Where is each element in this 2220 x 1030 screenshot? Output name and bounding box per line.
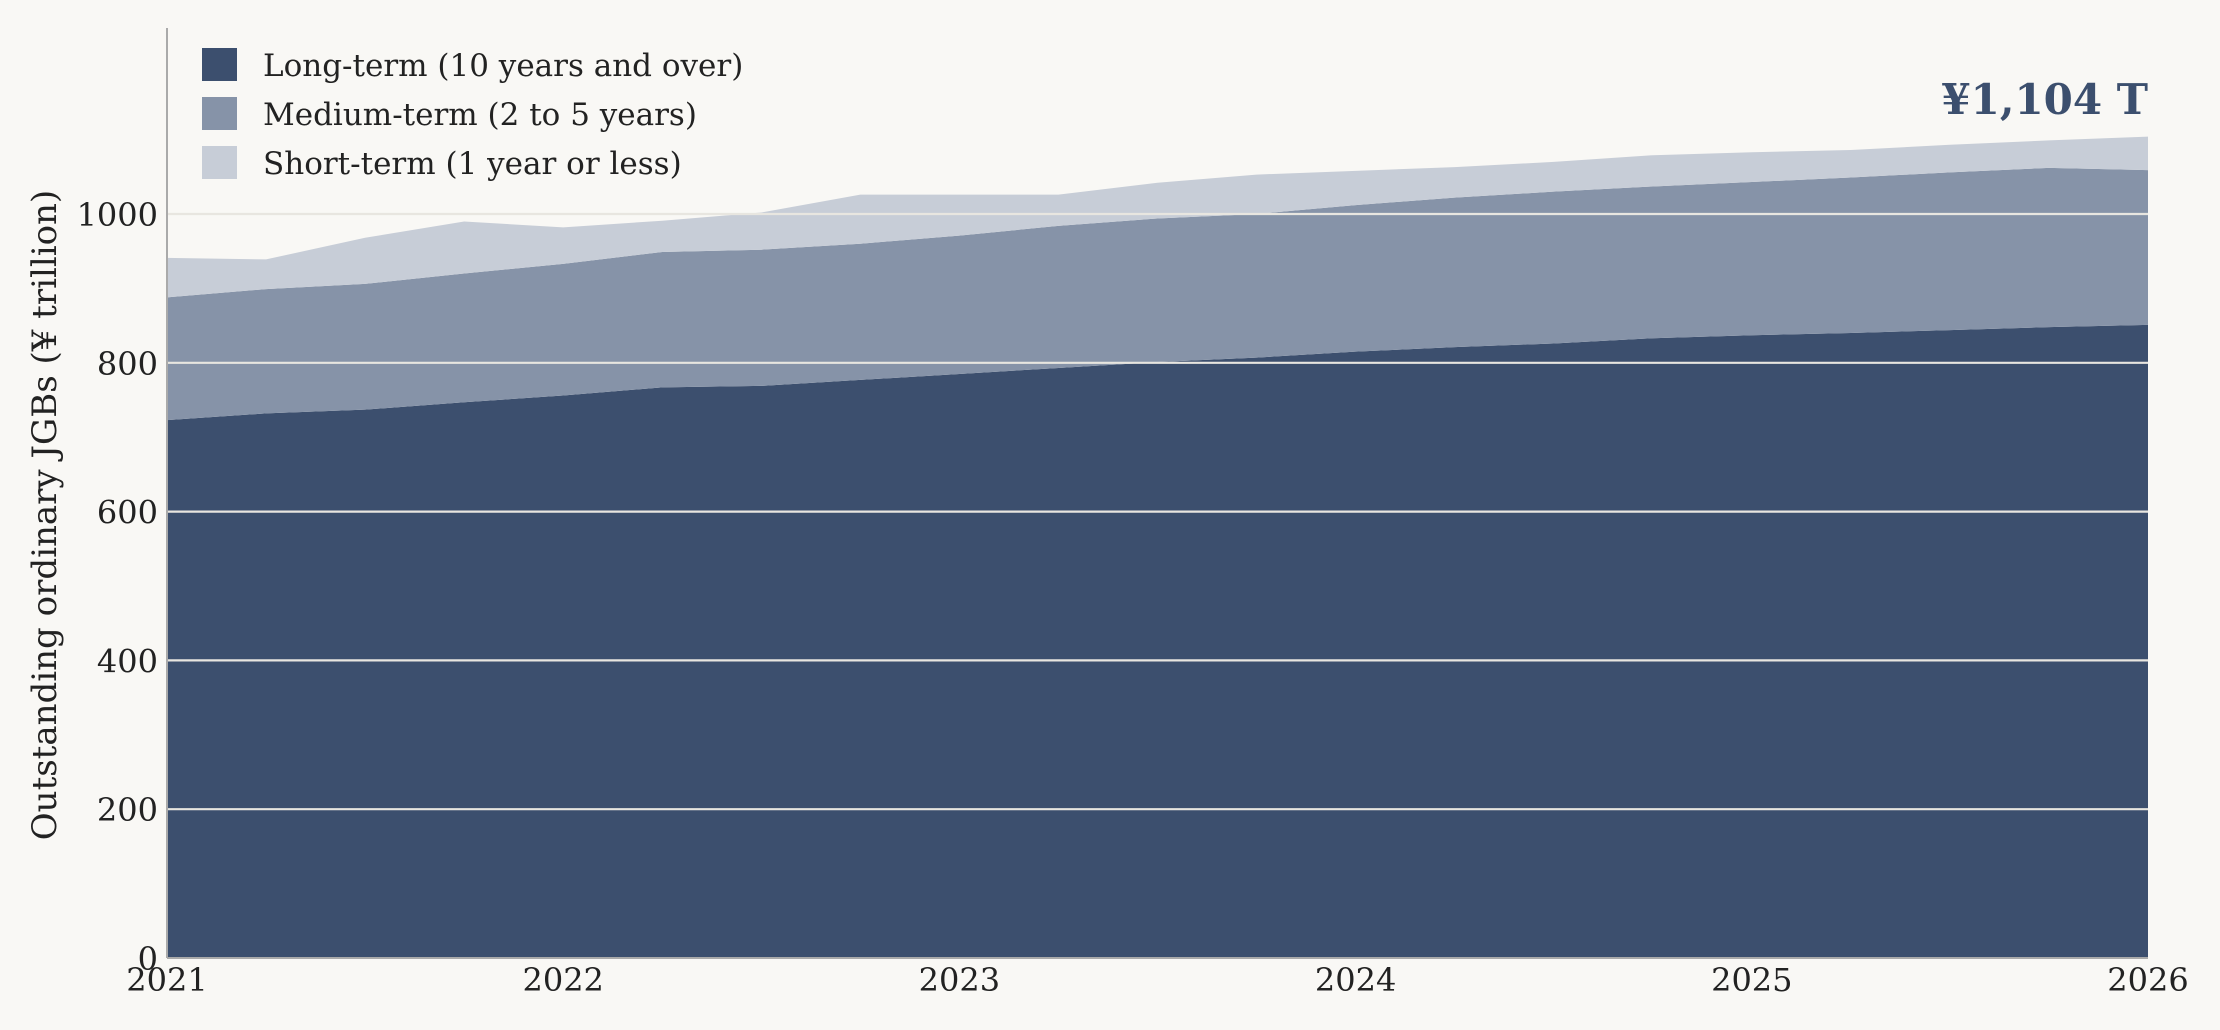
y-tick-label: 0 bbox=[138, 940, 158, 978]
y-tick-labels: 0 200 400 600 800 1000 bbox=[77, 196, 158, 978]
x-tick-label: 2024 bbox=[1315, 961, 1396, 999]
area-series-1 bbox=[167, 324, 2148, 959]
y-tick-label: 1000 bbox=[77, 196, 158, 234]
x-tick-label: 2022 bbox=[522, 961, 603, 999]
legend-swatch bbox=[202, 48, 237, 81]
x-tick-label: 2021 bbox=[126, 961, 207, 999]
y-axis-label: Outstanding ordinary JGBs (¥ trillion) bbox=[25, 190, 65, 840]
y-tick-label: 200 bbox=[97, 791, 158, 829]
y-tick-label: 800 bbox=[97, 345, 158, 383]
area-layers bbox=[167, 136, 2148, 959]
y-tick-label: 600 bbox=[97, 494, 158, 532]
x-tick-labels: 2021 2022 2023 2024 2025 2026 bbox=[126, 961, 2188, 999]
legend-label: Medium-term (2 to 5 years) bbox=[263, 97, 697, 133]
x-tick-label: 2023 bbox=[919, 961, 1000, 999]
x-tick-label: 2026 bbox=[2107, 961, 2188, 999]
x-tick-label: 2025 bbox=[1711, 961, 1792, 999]
y-tick-label: 400 bbox=[97, 642, 158, 680]
legend-label: Short-term (1 year or less) bbox=[263, 146, 682, 182]
legend: Long-term (10 years and over) Medium-term… bbox=[202, 48, 743, 182]
total-annotation: ¥1,104 T bbox=[1941, 75, 2148, 124]
gridlines bbox=[167, 212, 2148, 811]
area-series-3 bbox=[167, 136, 2148, 298]
legend-label: Long-term (10 years and over) bbox=[263, 48, 743, 84]
legend-swatch bbox=[202, 97, 237, 130]
area-series-2 bbox=[167, 167, 2148, 421]
legend-swatch bbox=[202, 146, 237, 179]
